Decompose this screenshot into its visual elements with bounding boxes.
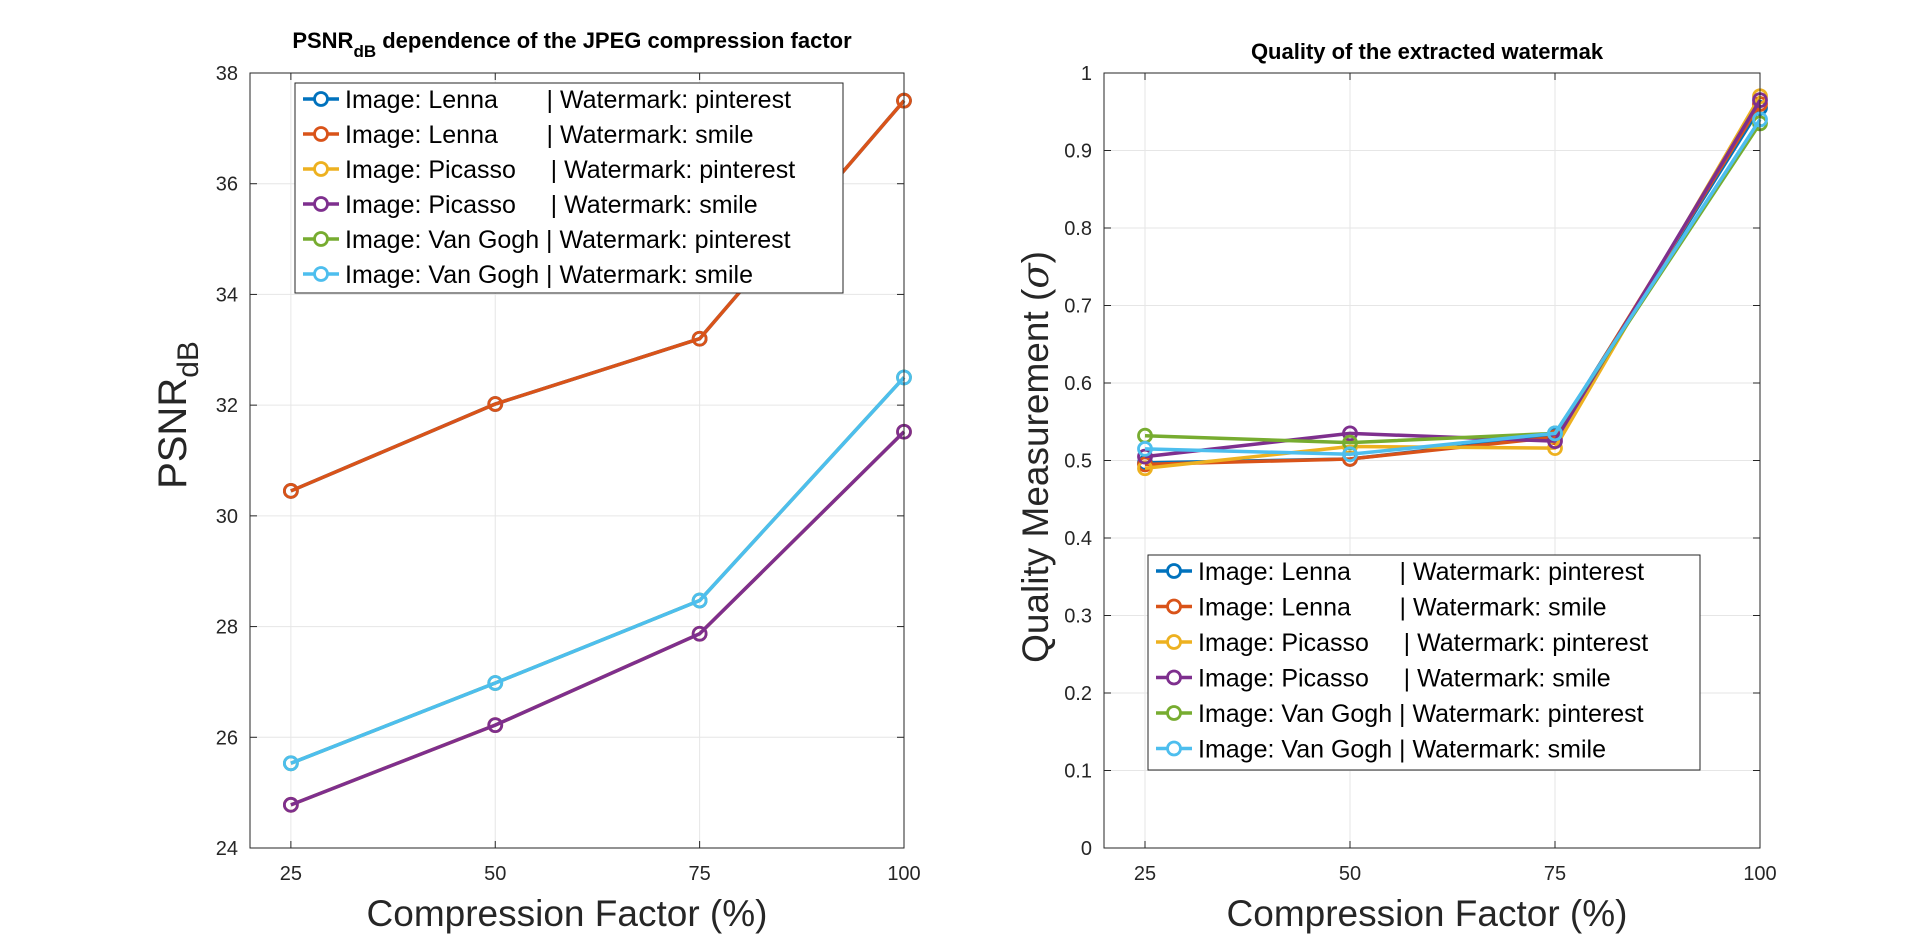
psnr-chart: PSNRdB dependence of the JPEG compressio… [151, 28, 921, 934]
quality-x-tick-label: 75 [1544, 863, 1566, 885]
quality-y-tick-label: 0.9 [1064, 141, 1092, 163]
quality-legend-marker-2 [1166, 634, 1182, 650]
psnr-y-tick-label: 28 [216, 617, 238, 639]
quality-legend-marker-0 [1166, 563, 1182, 579]
quality-legend-label-2: Image: Picasso | Watermark: pinterest [1198, 629, 1648, 657]
quality-legend-marker-5 [1166, 740, 1182, 757]
psnr-legend-marker-5 [313, 266, 329, 282]
psnr-legend-marker-1 [313, 126, 329, 142]
quality-x-tick-label: 25 [1134, 863, 1156, 885]
quality-x-tick-label: 50 [1339, 863, 1361, 885]
quality-chart-title: Quality of the extracted watermak [1251, 39, 1604, 64]
quality-y-tick-label: 1 [1081, 63, 1092, 85]
psnr-legend-label-2: Image: Picasso | Watermark: pinterest [345, 156, 795, 184]
quality-data-point [1547, 425, 1563, 442]
quality-data-point [1137, 440, 1153, 457]
psnr-data-point [282, 483, 299, 499]
quality-legend-marker-3 [1166, 669, 1182, 686]
quality-legend-label-5: Image: Van Gogh | Watermark: smile [1198, 736, 1606, 764]
quality-y-tick-label: 0 [1081, 838, 1092, 860]
quality-legend-label-4: Image: Van Gogh | Watermark: pinterest [1198, 700, 1644, 728]
psnr-y-tick-label: 24 [216, 838, 238, 860]
psnr-data-point [691, 625, 708, 642]
quality-y-tick-label: 0.7 [1064, 296, 1092, 318]
psnr-legend-label-3: Image: Picasso | Watermark: smile [345, 191, 758, 219]
psnr-data-point [691, 330, 708, 347]
quality-legend-label-1: Image: Lenna | Watermark: smile [1198, 594, 1606, 622]
psnr-legend-marker-0 [313, 91, 329, 107]
psnr-y-tick-label: 36 [216, 174, 238, 196]
quality-y-tick-label: 0.4 [1064, 528, 1092, 550]
quality-legend-marker-1 [1166, 598, 1182, 615]
quality-legend-label-0: Image: Lenna | Watermark: pinterest [1198, 558, 1644, 586]
quality-x-tick-label: 100 [1743, 863, 1776, 885]
psnr-axes-box [249, 72, 905, 849]
psnr-legend-box [294, 82, 844, 294]
quality-y-tick-label: 0.6 [1064, 373, 1092, 395]
psnr-data-point [487, 675, 504, 691]
psnr-series-line-3 [290, 430, 906, 807]
psnr-y-tick-label: 34 [216, 284, 238, 306]
psnr-y-tick-label: 30 [216, 506, 238, 528]
quality-data-point [1342, 446, 1358, 463]
quality-y-tick-label: 0.3 [1064, 606, 1092, 628]
psnr-data-point [282, 755, 299, 772]
quality-data-point [1342, 425, 1358, 442]
psnr-data-point [691, 592, 708, 609]
psnr-data-point [282, 796, 299, 813]
psnr-x-tick-label: 75 [689, 863, 711, 885]
psnr-legend-label-1: Image: Lenna | Watermark: smile [345, 121, 753, 149]
psnr-x-tick-label: 25 [280, 863, 302, 885]
psnr-chart-x-axis-label: Compression Factor (%) [367, 893, 768, 934]
quality-chart-y-axis-label: Quality Measurement (σ) [1014, 251, 1057, 663]
quality-chart-x-axis-label: Compression Factor (%) [1227, 893, 1628, 934]
psnr-legend-label-5: Image: Van Gogh | Watermark: smile [345, 261, 753, 289]
psnr-legend-marker-2 [313, 161, 329, 177]
quality-legend-marker-4 [1166, 705, 1182, 721]
psnr-y-tick-label: 38 [216, 63, 238, 85]
psnr-y-tick-label: 26 [216, 727, 238, 749]
psnr-legend-label-4: Image: Van Gogh | Watermark: pinterest [345, 226, 791, 254]
psnr-data-point [487, 396, 504, 412]
psnr-legend-marker-3 [313, 196, 329, 212]
quality-chart: Quality of the extracted watermak Compre… [1014, 39, 1777, 934]
psnr-y-tick-label: 32 [216, 395, 238, 417]
psnr-chart-title: PSNRdB dependence of the JPEG compressio… [292, 28, 852, 61]
psnr-x-tick-label: 50 [484, 863, 506, 885]
psnr-chart-y-axis-label: PSNRdB [151, 341, 205, 489]
quality-y-tick-label: 0.1 [1064, 761, 1092, 783]
quality-legend-box [1147, 554, 1701, 771]
quality-legend-label-3: Image: Picasso | Watermark: smile [1198, 665, 1611, 693]
quality-y-tick-label: 0.2 [1064, 683, 1092, 705]
quality-series-line-5 [1144, 118, 1762, 457]
psnr-x-tick-label: 100 [887, 863, 920, 885]
psnr-legend-label-0: Image: Lenna | Watermark: pinterest [345, 86, 791, 114]
psnr-data-point [487, 717, 504, 734]
quality-y-tick-label: 0.5 [1064, 451, 1092, 473]
psnr-legend-marker-4 [313, 231, 329, 247]
psnr-series-line-5 [290, 376, 906, 765]
quality-y-tick-label: 0.8 [1064, 218, 1092, 240]
